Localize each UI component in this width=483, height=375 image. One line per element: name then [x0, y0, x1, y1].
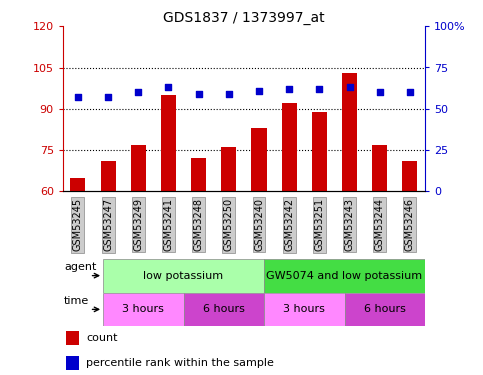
- Point: [376, 89, 384, 95]
- Text: GSM53247: GSM53247: [103, 198, 113, 251]
- Text: GSM53241: GSM53241: [163, 198, 173, 251]
- Text: GSM53242: GSM53242: [284, 198, 294, 251]
- Text: 6 hours: 6 hours: [364, 304, 406, 314]
- Bar: [161, 95, 176, 191]
- Point: [225, 91, 233, 97]
- Text: count: count: [86, 333, 118, 343]
- Point: [285, 86, 293, 92]
- Bar: [100, 161, 115, 191]
- Text: GSM53250: GSM53250: [224, 198, 234, 251]
- Text: GSM53249: GSM53249: [133, 198, 143, 251]
- Point: [165, 84, 172, 90]
- Text: 3 hours: 3 hours: [284, 304, 325, 314]
- Bar: [344, 292, 425, 326]
- Text: agent: agent: [64, 262, 97, 272]
- Text: GSM53251: GSM53251: [314, 198, 325, 251]
- Point: [195, 91, 202, 97]
- Bar: [191, 158, 206, 191]
- Bar: [103, 292, 184, 326]
- Bar: [71, 177, 85, 191]
- Text: 6 hours: 6 hours: [203, 304, 245, 314]
- Text: GSM53248: GSM53248: [194, 198, 204, 251]
- Bar: [312, 111, 327, 191]
- Bar: [282, 103, 297, 191]
- Point: [346, 84, 354, 90]
- Point: [74, 94, 82, 100]
- Text: percentile rank within the sample: percentile rank within the sample: [86, 358, 274, 368]
- Bar: [103, 259, 264, 292]
- Bar: [342, 73, 357, 191]
- Bar: [372, 144, 387, 191]
- Text: GSM53245: GSM53245: [73, 198, 83, 251]
- Bar: [67, 357, 79, 370]
- Text: 3 hours: 3 hours: [122, 304, 164, 314]
- Bar: [264, 292, 344, 326]
- Text: low potassium: low potassium: [143, 271, 224, 280]
- Point: [255, 88, 263, 94]
- Point: [406, 89, 414, 95]
- Bar: [221, 147, 236, 191]
- Bar: [402, 161, 417, 191]
- Point: [315, 86, 323, 92]
- Point: [104, 94, 112, 100]
- Title: GDS1837 / 1373997_at: GDS1837 / 1373997_at: [163, 11, 325, 25]
- Text: GW5074 and low potassium: GW5074 and low potassium: [267, 271, 423, 280]
- Bar: [67, 331, 79, 345]
- Text: GSM53243: GSM53243: [344, 198, 355, 251]
- Text: GSM53244: GSM53244: [375, 198, 385, 251]
- Bar: [252, 128, 267, 191]
- Text: GSM53246: GSM53246: [405, 198, 415, 251]
- Bar: [131, 144, 146, 191]
- Bar: [184, 292, 264, 326]
- Point: [134, 89, 142, 95]
- Text: GSM53240: GSM53240: [254, 198, 264, 251]
- Text: time: time: [64, 296, 89, 306]
- Bar: [264, 259, 425, 292]
